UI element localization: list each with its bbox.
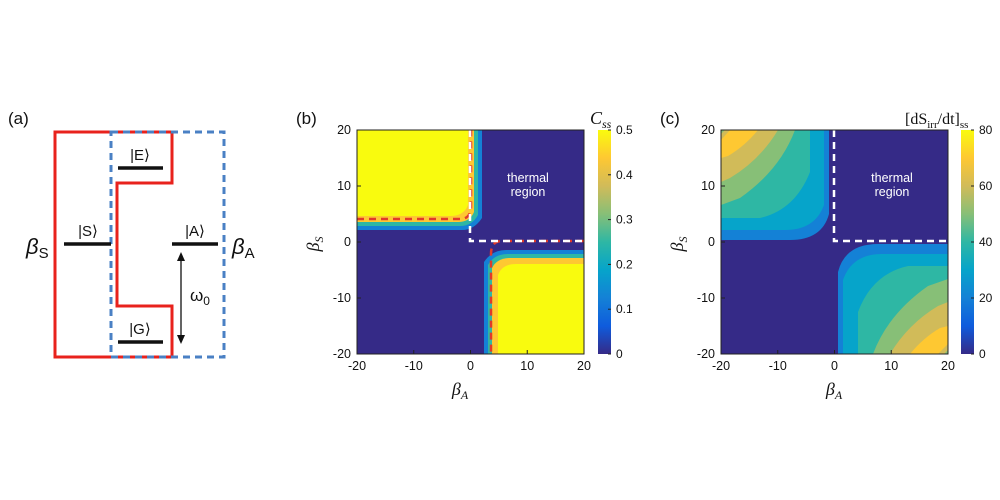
colorbar-b [598, 130, 611, 354]
heatmap-b-region-label-1: thermal [507, 171, 549, 185]
heatmap-b-ticks: -20 -10 0 10 20 20 10 0 -10 -20 [333, 123, 591, 373]
heatmap-c-thermal-boundary [832, 130, 948, 243]
red-bath-box [53, 130, 174, 359]
heatmap-b-region-label-2: region [511, 185, 546, 199]
y-tick-label: 0 [708, 235, 715, 249]
y-tick-label: 20 [701, 123, 715, 137]
x-tick-label: -10 [769, 359, 787, 373]
omega-arrow [177, 252, 185, 344]
panel-c-label: (c) [660, 109, 680, 128]
heatmap-b-lower-right-yellow [498, 264, 584, 354]
panel-b: (b) thermal region -20 -10 0 10 2020100-10-2… [296, 108, 633, 402]
heatmap-c-lr-band-6 [910, 326, 948, 354]
heatmap-c-ticks: -20 -10 0 10 20 20 10 0 -10 -20 [697, 123, 955, 373]
heatmap-b-upper-left-yellow [357, 130, 468, 216]
colorbar-tick-label: 0.5 [616, 123, 633, 137]
y-tick-label: -10 [333, 291, 351, 305]
colorbar-tick-label: 0.4 [616, 168, 633, 182]
heatmap-c [721, 130, 948, 354]
beta-a-label: βA [231, 234, 255, 262]
colorbar-c-ticks: 80 60 40 20 0 [971, 123, 993, 361]
heatmap-c-region-label-1: thermal [871, 171, 913, 185]
panel-b-label: (b) [296, 109, 317, 128]
colorbar-tick-label: 20 [979, 291, 993, 305]
panel-a: (a) |E⟩ |S⟩ |A⟩ |G⟩ ω0 βS βA [8, 109, 255, 359]
heatmap-b [357, 130, 584, 354]
state-e-label: |E⟩ [130, 147, 150, 164]
x-tick-label: 0 [467, 359, 474, 373]
beta-s-label: βS [25, 234, 49, 262]
y-tick-label: 20 [337, 123, 351, 137]
x-tick-label: -20 [348, 359, 366, 373]
colorbar-tick-label: 60 [979, 179, 993, 193]
omega-label: ω0 [190, 286, 210, 308]
x-tick-label: 10 [884, 359, 898, 373]
heatmap-b-xlabel: βA [451, 379, 469, 402]
colorbar-c-title: [dSirr/dt]ss [905, 111, 968, 131]
colorbar-c [961, 130, 974, 354]
heatmap-c-ul-band-6 [721, 130, 758, 158]
colorbar-tick-label: 0.1 [616, 302, 633, 316]
heatmap-c-region-label-2: region [875, 185, 910, 199]
colorbar-tick-label: 40 [979, 235, 993, 249]
heatmap-c-ylabel: βS [667, 237, 690, 253]
x-tick-label: 10 [520, 359, 534, 373]
y-tick-label: -20 [333, 347, 351, 361]
heatmap-b-ylabel: βS [303, 237, 326, 253]
colorbar-tick-label: 0.2 [616, 257, 633, 271]
y-tick-label: 10 [337, 179, 351, 193]
heatmap-b-contour-lower [489, 239, 584, 354]
x-tick-label: 20 [577, 359, 591, 373]
colorbar-b-ticks: 0.5 0.4 0.3 0.2 0.1 0 [608, 123, 633, 361]
colorbar-tick-label: 80 [979, 123, 993, 137]
y-tick-label: 10 [701, 179, 715, 193]
colorbar-tick-label: 0 [979, 347, 986, 361]
colorbar-tick-label: 0.3 [616, 213, 633, 227]
y-tick-label: 0 [344, 235, 351, 249]
state-g-label: |G⟩ [129, 321, 150, 338]
x-tick-label: -20 [712, 359, 730, 373]
state-a-label: |A⟩ [185, 223, 205, 240]
x-tick-label: 0 [831, 359, 838, 373]
x-tick-label: 20 [941, 359, 955, 373]
y-tick-label: -20 [697, 347, 715, 361]
y-tick-label: -10 [697, 291, 715, 305]
colorbar-tick-label: 0 [616, 347, 623, 361]
colorbar-b-title: Css [590, 108, 612, 131]
heatmap-b-thermal-boundary [468, 130, 584, 243]
state-s-label: |S⟩ [78, 223, 98, 240]
panel-c: (c) thermal region -20 -10 0 10 2020100-10-2… [660, 109, 993, 402]
x-tick-label: -10 [405, 359, 423, 373]
panel-a-label: (a) [8, 109, 29, 128]
heatmap-c-xlabel: βA [825, 379, 843, 402]
